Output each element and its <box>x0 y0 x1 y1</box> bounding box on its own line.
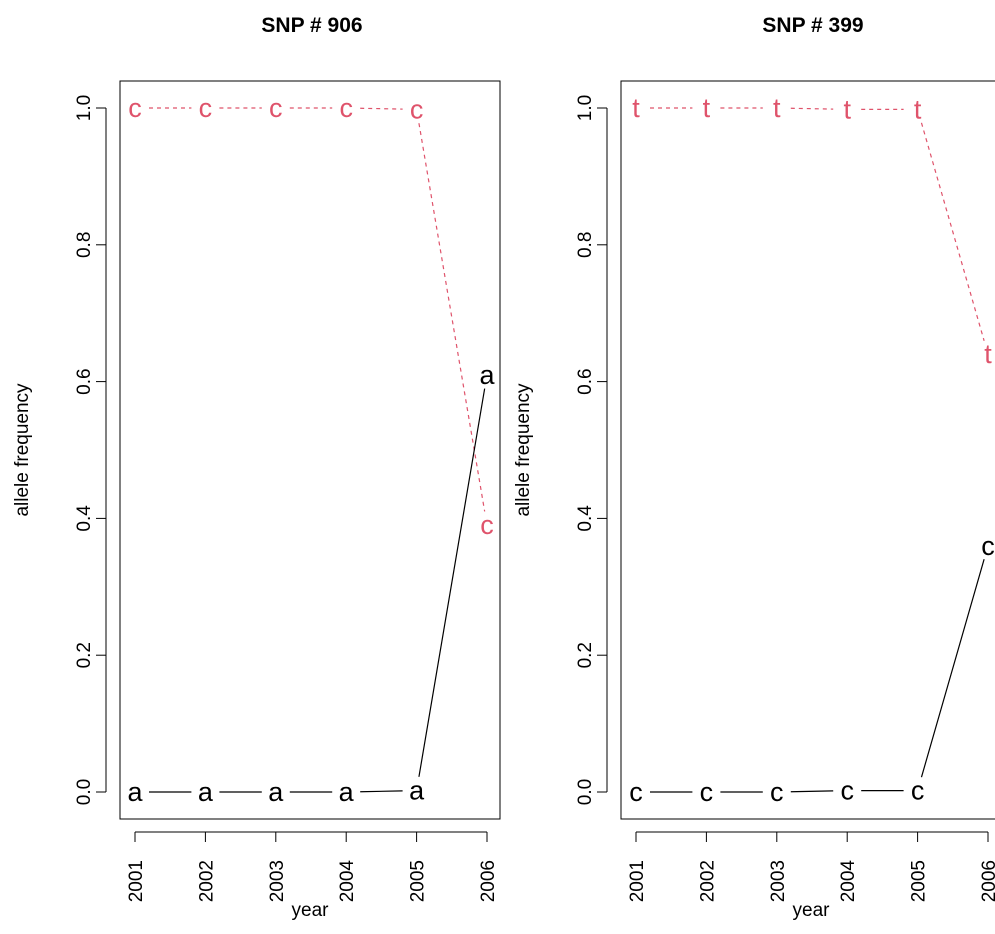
y-axis-title: allele frequency <box>513 383 534 517</box>
plot-frame <box>620 80 995 820</box>
x-tick-label: 2003 <box>768 860 789 902</box>
chart-title: SNP # 399 <box>762 14 863 37</box>
data-point-label: t <box>703 93 711 123</box>
x-tick-label: 2002 <box>697 860 718 902</box>
chart-panel-snp-906: SNP # 906 2001 2002 2003 2004 2005 2006 year 0.0… <box>12 14 501 921</box>
x-tick-label: 2002 <box>196 860 217 902</box>
series-c: c c c c c c <box>629 531 995 807</box>
series-line-segment <box>790 107 834 110</box>
data-point-label: c <box>770 777 784 807</box>
y-tick-label: 0.0 <box>74 779 95 805</box>
series-line-segment <box>360 107 403 110</box>
data-point-label: c <box>911 776 925 806</box>
y-tick-label: 1.0 <box>575 95 596 121</box>
series-line-segment <box>920 122 985 341</box>
y-tick-label: 0.4 <box>575 505 596 532</box>
chart-panel-snp-399: SNP # 399 2001 2002 2003 2004 2005 2006 year 0.0… <box>513 14 995 921</box>
y-tick-label: 0.0 <box>575 779 596 805</box>
y-tick-label: 0.2 <box>74 642 95 668</box>
data-point-label: c <box>700 777 714 807</box>
data-point-label: a <box>198 777 214 807</box>
x-tick-label: 2005 <box>909 860 930 902</box>
x-tick-label: 2006 <box>478 860 499 902</box>
data-point-label: t <box>984 339 992 369</box>
data-point-label: c <box>629 777 643 807</box>
x-tick-label: 2001 <box>627 860 648 902</box>
series-line-segment <box>418 123 486 512</box>
y-tick-label: 0.8 <box>74 232 95 258</box>
x-tick-label: 2003 <box>267 860 288 902</box>
x-tick-label: 2001 <box>126 860 147 902</box>
y-axis-title: allele frequency <box>12 383 33 517</box>
plot-frame <box>119 80 501 820</box>
data-point-label: a <box>409 776 425 806</box>
data-point-label: a <box>127 777 143 807</box>
data-point-label: t <box>632 93 640 123</box>
data-point-label: c <box>199 93 213 123</box>
y-tick-label: 0.6 <box>575 368 596 394</box>
data-point-label: c <box>480 510 494 540</box>
data-point-label: c <box>840 776 854 806</box>
data-point-label: a <box>268 777 284 807</box>
y-tick-label: 1.0 <box>74 95 95 121</box>
series-line-segment <box>360 790 403 793</box>
x-tick-label: 2004 <box>838 860 859 903</box>
y-tick-label: 0.4 <box>74 505 95 532</box>
series-t: t t t t t t <box>632 93 992 369</box>
series-line-segment <box>418 388 486 777</box>
y-tick-label: 0.6 <box>74 368 95 394</box>
data-point-label: c <box>339 93 353 123</box>
x-tick-label: 2005 <box>408 860 429 902</box>
y-tick-label: 0.2 <box>575 642 596 668</box>
data-point-label: c <box>410 94 424 124</box>
chart-title: SNP # 906 <box>261 14 362 37</box>
x-axis-title: year <box>292 900 330 921</box>
data-point-label: c <box>128 93 142 123</box>
y-tick-label: 0.8 <box>575 232 596 258</box>
data-point-label: a <box>479 360 495 390</box>
series-line-segment <box>920 559 985 778</box>
x-tick-label: 2004 <box>337 860 358 903</box>
series-a: a a a a a a <box>127 360 495 807</box>
data-point-label: t <box>773 93 781 123</box>
x-tick-label: 2006 <box>979 860 995 902</box>
x-axis-title: year <box>793 900 831 921</box>
data-point-label: t <box>914 94 922 124</box>
y-axis: 0.0 0.2 0.4 0.6 0.8 1.0 allele frequency <box>12 95 107 805</box>
series-c: c c c c c c <box>128 93 494 540</box>
y-axis: 0.0 0.2 0.4 0.6 0.8 1.0 allele frequency <box>513 95 608 805</box>
data-point-label: c <box>269 93 283 123</box>
x-axis: 2001 2002 2003 2004 2005 2006 year <box>126 831 499 921</box>
x-axis: 2001 2002 2003 2004 2005 2006 year <box>627 831 995 921</box>
data-point-label: t <box>843 94 851 124</box>
data-point-label: a <box>339 777 355 807</box>
data-point-label: c <box>981 531 995 561</box>
series-line-segment <box>790 790 834 793</box>
